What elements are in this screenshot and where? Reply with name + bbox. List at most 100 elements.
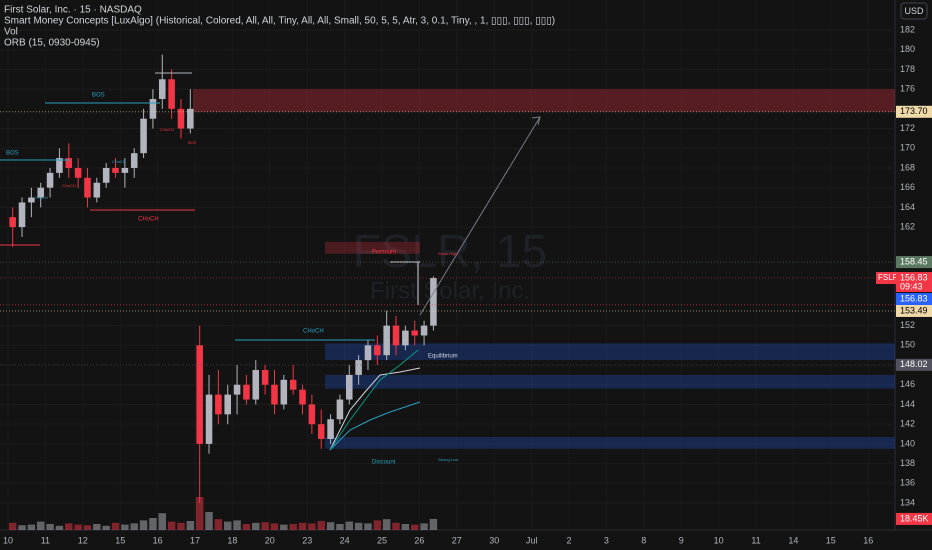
y-tick-label: 166 xyxy=(900,182,915,192)
candle-body xyxy=(18,202,26,228)
annotation: BOS xyxy=(6,151,19,157)
annotation: CHoCH xyxy=(138,217,159,223)
candle-body xyxy=(252,369,260,400)
annotation: CHoCH xyxy=(303,329,324,335)
annotation: Discount xyxy=(372,460,396,466)
zone xyxy=(325,241,420,254)
volume-bar xyxy=(401,524,410,530)
x-tick-label: Jul xyxy=(526,535,538,545)
volume-bar xyxy=(420,523,428,530)
x-tick-label: 15 xyxy=(826,535,836,545)
volume-bar xyxy=(252,522,260,530)
volume-bar xyxy=(364,523,372,530)
watermark-name: First Solar, Inc. xyxy=(370,277,530,304)
volume-badge xyxy=(896,512,932,525)
x-tick-label: 10 xyxy=(3,535,13,545)
countdown: 09:43 xyxy=(900,281,923,291)
volume-bar xyxy=(214,519,223,530)
last-price-badge xyxy=(876,272,896,285)
candle-body xyxy=(233,384,241,395)
zone xyxy=(325,374,895,389)
annotation: BOS xyxy=(92,93,105,99)
watermark-title: FSLR, 15 xyxy=(353,225,547,277)
candle-body xyxy=(74,167,82,178)
volume-bar xyxy=(261,522,269,530)
volume-bar xyxy=(289,524,297,530)
x-tick-label: 11 xyxy=(751,535,760,545)
x-tick-label: 16 xyxy=(153,535,163,545)
candle-body xyxy=(299,389,306,405)
volume-bar xyxy=(93,524,101,530)
volume-bar xyxy=(55,525,64,530)
volume-bar xyxy=(195,497,204,530)
volume-bar xyxy=(149,518,157,530)
x-tick-label: 27 xyxy=(452,535,462,545)
annotation: BOS xyxy=(188,140,197,145)
price-badge-label: 153.49 xyxy=(900,305,928,315)
candle-body xyxy=(215,394,222,415)
volume-bar xyxy=(308,523,316,530)
currency-label[interactable]: USD xyxy=(904,6,924,16)
price-badge xyxy=(896,105,932,118)
volume-bar xyxy=(373,520,382,530)
x-tick-label: 30 xyxy=(489,535,499,545)
x-tick-label: 25 xyxy=(377,535,387,545)
volume-bar xyxy=(392,522,400,530)
candle-body xyxy=(289,379,297,390)
candle-body xyxy=(28,197,35,203)
symbol-badge: FSLR xyxy=(878,273,899,282)
candle-body xyxy=(317,424,325,439)
candle-body xyxy=(420,325,428,336)
annotation: Premium xyxy=(372,250,396,256)
volume-bar xyxy=(83,525,92,530)
annotation: Strong Low xyxy=(438,457,458,462)
candle-body xyxy=(140,118,147,154)
annotation: CHoCH xyxy=(34,195,48,200)
volume-bar xyxy=(317,521,325,530)
candle-body xyxy=(46,172,54,188)
volume-bar xyxy=(177,522,185,530)
candle-body xyxy=(355,360,362,375)
candle-body xyxy=(308,404,316,425)
candle-body xyxy=(430,278,437,326)
zone xyxy=(325,343,895,361)
candle-body xyxy=(9,217,16,228)
candle-body xyxy=(187,108,194,129)
candle-body xyxy=(196,345,203,444)
last-price-label: 156.83 xyxy=(900,272,928,282)
volume-bar xyxy=(167,521,176,530)
volume-bar xyxy=(139,520,148,530)
x-tick-label: 3 xyxy=(604,535,609,545)
annotation: CHoCH xyxy=(160,127,174,132)
trailing-line xyxy=(329,349,419,451)
x-tick-label: 11 xyxy=(41,535,50,545)
zone xyxy=(193,89,895,112)
x-tick-label: 20 xyxy=(265,535,275,545)
volume-bar xyxy=(158,513,167,530)
currency-button[interactable] xyxy=(900,2,928,20)
y-tick-label: 168 xyxy=(900,162,915,172)
zone xyxy=(325,436,895,449)
y-tick-label: 162 xyxy=(900,221,915,231)
y-tick-label: 152 xyxy=(900,320,915,330)
projection-arrow xyxy=(419,116,541,316)
volume-bar xyxy=(354,522,363,530)
volume-bar xyxy=(74,524,82,530)
volume-bar xyxy=(121,524,129,530)
volume-bar xyxy=(18,525,26,530)
volume-bar xyxy=(336,524,344,530)
volume-bar xyxy=(270,523,279,530)
candle-body xyxy=(336,399,344,420)
y-tick-label: 142 xyxy=(900,419,915,429)
y-tick-label: 144 xyxy=(900,399,915,409)
candle-body xyxy=(121,167,129,173)
volume-bar xyxy=(65,523,73,530)
x-tick-label: 10 xyxy=(714,535,724,545)
y-tick-label: 182 xyxy=(900,24,915,34)
candle-body xyxy=(149,98,157,119)
x-tick-label: 16 xyxy=(863,535,873,545)
x-tick-label: 12 xyxy=(78,535,88,545)
x-tick-label: 24 xyxy=(340,535,350,545)
volume-badge-label: 18.45K xyxy=(900,513,929,523)
